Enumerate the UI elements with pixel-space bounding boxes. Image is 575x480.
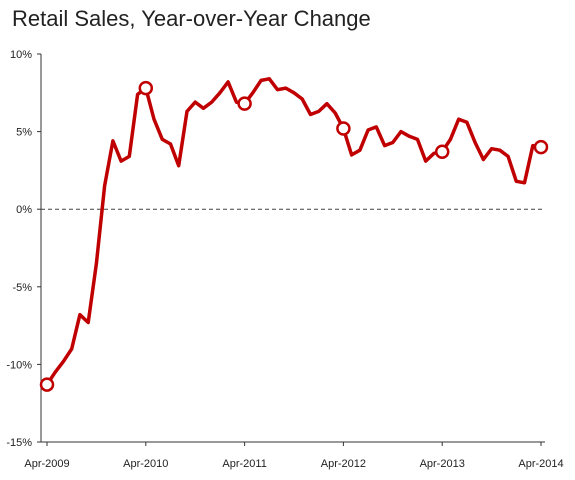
chart-title: Retail Sales, Year-over-Year Change — [12, 6, 371, 31]
x-tick-label: Apr-2013 — [420, 458, 465, 470]
x-tick-label: Apr-2014 — [518, 458, 563, 470]
y-tick-label: 5% — [16, 127, 32, 139]
highlight-point — [39, 377, 55, 392]
y-tick-label: -5% — [12, 282, 32, 294]
x-axis-ticks: Apr-2009 Apr-2010 Apr-2011 Apr-2012 Apr-2013… — [24, 442, 564, 470]
y-tick-label: 0% — [16, 204, 32, 216]
x-tick-label: Apr-2012 — [321, 458, 366, 470]
axes — [40, 54, 545, 443]
x-tick-label: Apr-2011 — [222, 458, 266, 470]
x-tick-label: Apr-2010 — [123, 458, 168, 470]
series-line — [45, 77, 543, 387]
series-layer — [39, 77, 549, 392]
y-tick-label: 10% — [10, 49, 32, 61]
x-tick-label: Apr-2009 — [24, 458, 69, 470]
y-tick-label: -15% — [6, 437, 32, 449]
highlight-point — [434, 144, 450, 160]
highlight-point — [533, 139, 549, 155]
highlight-point — [138, 80, 154, 96]
y-axis-ticks: 10% 5% 0% -5% -10% -15% — [6, 49, 41, 449]
y-tick-label: -10% — [6, 359, 32, 371]
highlight-point — [336, 121, 351, 136]
highlight-point — [237, 96, 252, 111]
